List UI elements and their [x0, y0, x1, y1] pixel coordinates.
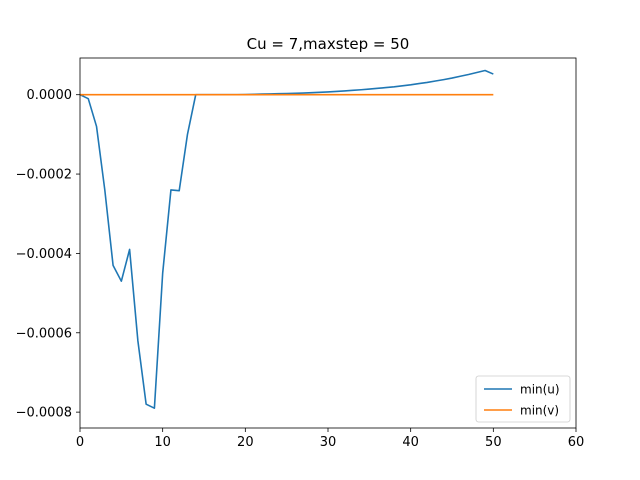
plot-lines [79, 69, 494, 409]
chart-title: Cu = 7,maxstep = 50 [247, 35, 410, 53]
y-tick-label: −0.0002 [16, 168, 72, 183]
y-axis: 0.0000 −0.0002 −0.0004 −0.0006 −0.0008 [16, 88, 80, 421]
x-tick-label: 20 [237, 435, 254, 450]
series-line-min-u [79, 69, 494, 409]
x-tick-label: 40 [402, 435, 419, 450]
legend: min(u) min(v) [475, 375, 571, 423]
axes-frame [79, 57, 577, 429]
y-tick-label: −0.0008 [16, 406, 72, 421]
x-tick-label: 50 [485, 435, 502, 450]
y-tick-label: −0.0004 [16, 247, 72, 262]
x-tick-label: 30 [320, 435, 337, 450]
x-tick-label: 60 [568, 435, 585, 450]
legend-label: min(u) [520, 383, 560, 397]
x-axis: 0 10 20 30 40 50 60 [76, 428, 584, 450]
y-tick-label: 0.0000 [27, 88, 73, 103]
y-tick-label: −0.0006 [16, 326, 72, 341]
x-tick-label: 0 [76, 435, 84, 450]
legend-label: min(v) [520, 404, 559, 418]
x-tick-label: 10 [154, 435, 171, 450]
